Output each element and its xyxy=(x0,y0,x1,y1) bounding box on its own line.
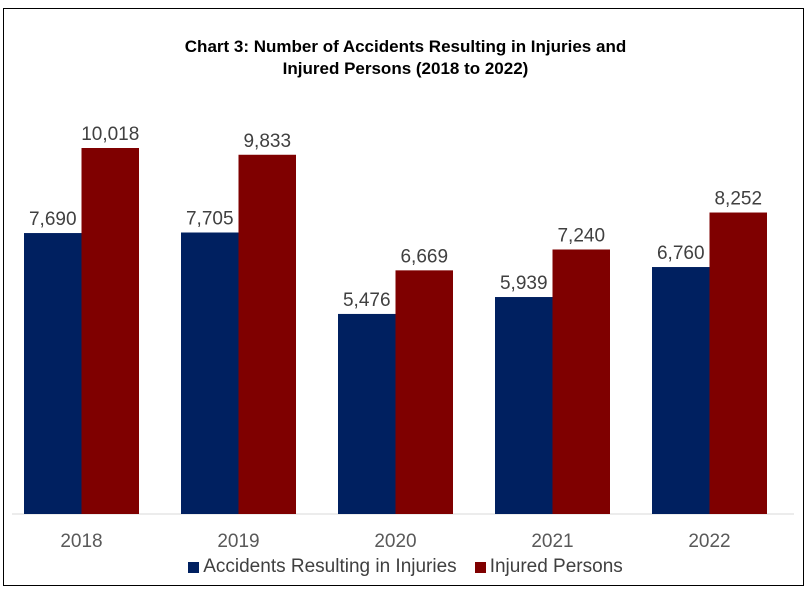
legend-item-injured: Injured Persons xyxy=(474,556,623,578)
data-label-injured-2020: 6,669 xyxy=(400,246,448,267)
legend-swatch-accidents xyxy=(188,561,200,573)
legend-label-accidents: Accidents Resulting in Injuries xyxy=(203,556,457,577)
legend: Accidents Resulting in Injuries Injured … xyxy=(0,556,811,578)
x-tick-label-2019: 2019 xyxy=(217,531,259,552)
data-label-accidents-2021: 5,939 xyxy=(500,273,548,294)
x-tick-label-2022: 2022 xyxy=(688,531,730,552)
data-label-injured-2018: 10,018 xyxy=(81,124,139,145)
x-tick-label-2021: 2021 xyxy=(531,531,573,552)
x-tick-label-2020: 2020 xyxy=(374,531,416,552)
bar-injured-2020 xyxy=(395,270,453,514)
data-label-accidents-2022: 6,760 xyxy=(657,243,705,264)
bar-accidents-2018 xyxy=(24,233,82,515)
x-tick-label-2018: 2018 xyxy=(60,531,102,552)
data-label-injured-2022: 8,252 xyxy=(714,189,762,210)
legend-item-accidents: Accidents Resulting in Injuries xyxy=(188,556,457,578)
data-label-accidents-2020: 5,476 xyxy=(343,290,391,311)
bar-accidents-2020 xyxy=(338,313,396,514)
legend-swatch-injured xyxy=(474,561,486,573)
data-label-accidents-2018: 7,690 xyxy=(29,209,77,230)
bar-accidents-2022 xyxy=(652,267,710,514)
data-label-accidents-2019: 7,705 xyxy=(186,209,234,230)
bar-injured-2022 xyxy=(709,212,767,514)
bar-injured-2018 xyxy=(81,148,139,514)
chart-title-line-2: Injured Persons (2018 to 2022) xyxy=(282,59,529,78)
bar-accidents-2019 xyxy=(181,232,239,514)
data-label-injured-2019: 9,833 xyxy=(243,131,291,152)
bar-injured-2021 xyxy=(552,249,610,514)
legend-label-injured: Injured Persons xyxy=(489,556,623,577)
chart-title-line-1: Chart 3: Number of Accidents Resulting i… xyxy=(184,37,627,56)
bar-accidents-2021 xyxy=(495,297,553,514)
bar-injured-2019 xyxy=(238,154,296,514)
data-label-injured-2021: 7,240 xyxy=(557,225,605,246)
chart-title: Chart 3: Number of Accidents Resulting i… xyxy=(0,36,811,80)
